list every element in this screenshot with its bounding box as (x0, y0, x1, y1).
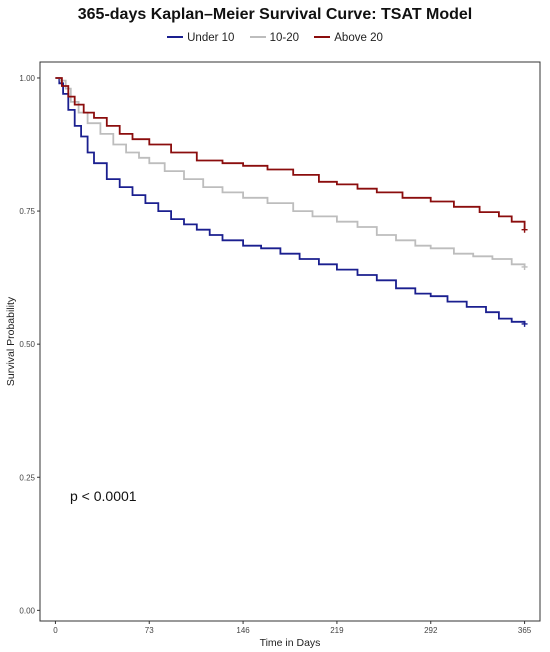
legend-item-under-10: Under 10 (167, 32, 234, 44)
y-tick-label: 0.50 (19, 340, 35, 349)
y-tick-label: 0.00 (19, 606, 35, 615)
y-tick-label: 0.75 (19, 207, 35, 216)
legend-label-above-20: Above 20 (334, 32, 383, 44)
legend: Under 10 10-20 Above 20 (0, 32, 550, 44)
x-axis-ticks: 0 73 146 219 292 365 (53, 621, 532, 635)
legend-swatch-10-20 (249, 35, 266, 38)
survival-curves (55, 77, 528, 327)
x-tick-label: 292 (424, 626, 438, 635)
legend-swatch-above-20 (314, 35, 331, 38)
x-tick-label: 0 (53, 626, 58, 635)
y-tick-label: 0.25 (19, 473, 35, 482)
curve-under-10 (55, 77, 526, 324)
p-value-annotation: p < 0.0001 (70, 488, 137, 504)
x-tick-label: 365 (518, 626, 532, 635)
y-tick-label: 1.00 (19, 74, 35, 83)
legend-item-10-20: 10-20 (249, 32, 300, 44)
x-axis-label: Time in Days (260, 637, 321, 649)
legend-label-under-10: Under 10 (187, 32, 235, 44)
legend-swatch-under-10 (167, 35, 184, 38)
y-axis-ticks: 0.00 0.25 0.50 0.75 1.00 (19, 74, 40, 615)
y-axis-label: Survival Probability (5, 296, 17, 386)
x-tick-label: 73 (145, 626, 154, 635)
censor-mark-10-20 (521, 263, 528, 270)
curve-above-20 (55, 77, 526, 230)
censor-mark-above-20 (521, 226, 528, 233)
censor-mark-under-10 (521, 320, 528, 327)
plot-panel (39, 61, 541, 622)
legend-item-above-20: Above 20 (314, 32, 383, 44)
chart-title: 365-days Kaplan–Meier Survival Curve: TS… (77, 6, 473, 23)
curve-10-20 (55, 77, 526, 267)
legend-label-10-20: 10-20 (269, 32, 300, 44)
x-tick-label: 219 (330, 626, 344, 635)
x-tick-label: 146 (236, 626, 250, 635)
